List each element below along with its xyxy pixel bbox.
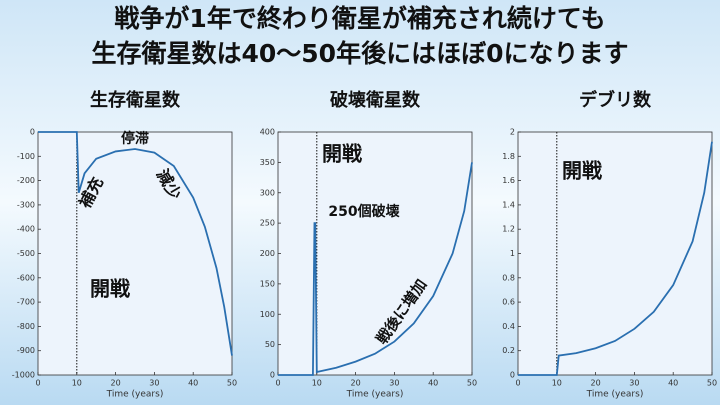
x-tick-label: 0	[35, 379, 40, 388]
y-tick-label: -1000	[12, 371, 35, 380]
x-tick-label: 50	[467, 379, 477, 388]
x-tick-label: 40	[428, 379, 438, 388]
annotation: 開戦	[90, 277, 130, 301]
y-tick-label: 0.6	[502, 298, 515, 307]
y-tick-label: -700	[17, 298, 35, 307]
annotation: 開戦	[562, 159, 602, 183]
plot-area	[37, 131, 233, 376]
y-tick-label: 250	[260, 219, 275, 228]
x-tick-label: 20	[351, 379, 361, 388]
x-axis-label: Time (years)	[586, 390, 644, 400]
data-line	[38, 131, 233, 356]
x-tick-label: 50	[227, 379, 237, 388]
chart-title: 生存衛星数	[90, 89, 181, 111]
y-tick-label: 300	[260, 188, 275, 197]
y-tick-label: -100	[17, 152, 35, 161]
x-tick-label: 30	[389, 379, 399, 388]
y-tick-label: 400	[260, 128, 275, 137]
slide-title: 生存衛星数は40〜50年後にはほぼ0になります	[92, 39, 629, 68]
annotation: 停滞	[121, 130, 149, 147]
x-tick-label: 0	[275, 379, 280, 388]
y-tick-label: 0.4	[502, 322, 515, 331]
chart-title: デブリ数	[579, 89, 652, 111]
y-tick-label: 2	[510, 128, 515, 137]
plot-area	[277, 131, 473, 376]
annotation: 開戦	[322, 142, 362, 166]
y-tick-label: -400	[17, 225, 35, 234]
data-line	[278, 162, 473, 376]
y-tick-label: 0.2	[502, 346, 515, 355]
y-tick-label: 1	[510, 249, 515, 258]
annotation: 250個破壊	[328, 203, 400, 220]
data-line	[518, 141, 713, 376]
x-tick-label: 40	[188, 379, 198, 388]
y-tick-label: 50	[265, 340, 275, 349]
y-tick-label: 1.6	[502, 176, 515, 185]
x-tick-label: 10	[552, 379, 562, 388]
y-tick-label: 0	[30, 128, 35, 137]
x-tick-label: 0	[515, 379, 520, 388]
x-tick-label: 10	[312, 379, 322, 388]
y-tick-label: -600	[17, 273, 35, 282]
x-tick-label: 30	[629, 379, 639, 388]
x-tick-label: 50	[707, 379, 717, 388]
y-tick-label: 200	[260, 249, 275, 258]
y-tick-label: -900	[17, 346, 35, 355]
y-tick-label: 350	[260, 158, 275, 167]
x-tick-label: 20	[111, 379, 121, 388]
y-tick-label: 1.2	[502, 225, 515, 234]
y-tick-label: 1.8	[502, 152, 515, 161]
y-tick-label: 1.4	[502, 200, 515, 209]
y-tick-label: 150	[260, 279, 275, 288]
y-tick-label: -300	[17, 200, 35, 209]
y-tick-label: 0	[270, 371, 275, 380]
chart-title: 破壊衛星数	[330, 89, 421, 111]
x-tick-label: 40	[668, 379, 678, 388]
y-tick-label: 0.8	[502, 273, 515, 282]
y-tick-label: -800	[17, 322, 35, 331]
y-tick-label: 0	[510, 371, 515, 380]
x-axis-label: Time (years)	[106, 390, 164, 400]
y-tick-label: -200	[17, 176, 35, 185]
y-tick-label: 100	[260, 310, 275, 319]
plot-area	[517, 131, 713, 376]
x-tick-label: 20	[591, 379, 601, 388]
slide-title: 戦争が1年で終わり衛星が補充され続けても	[114, 4, 605, 33]
x-axis-label: Time (years)	[346, 390, 404, 400]
x-tick-label: 10	[72, 379, 82, 388]
y-tick-label: -500	[17, 249, 35, 258]
x-tick-label: 30	[149, 379, 159, 388]
